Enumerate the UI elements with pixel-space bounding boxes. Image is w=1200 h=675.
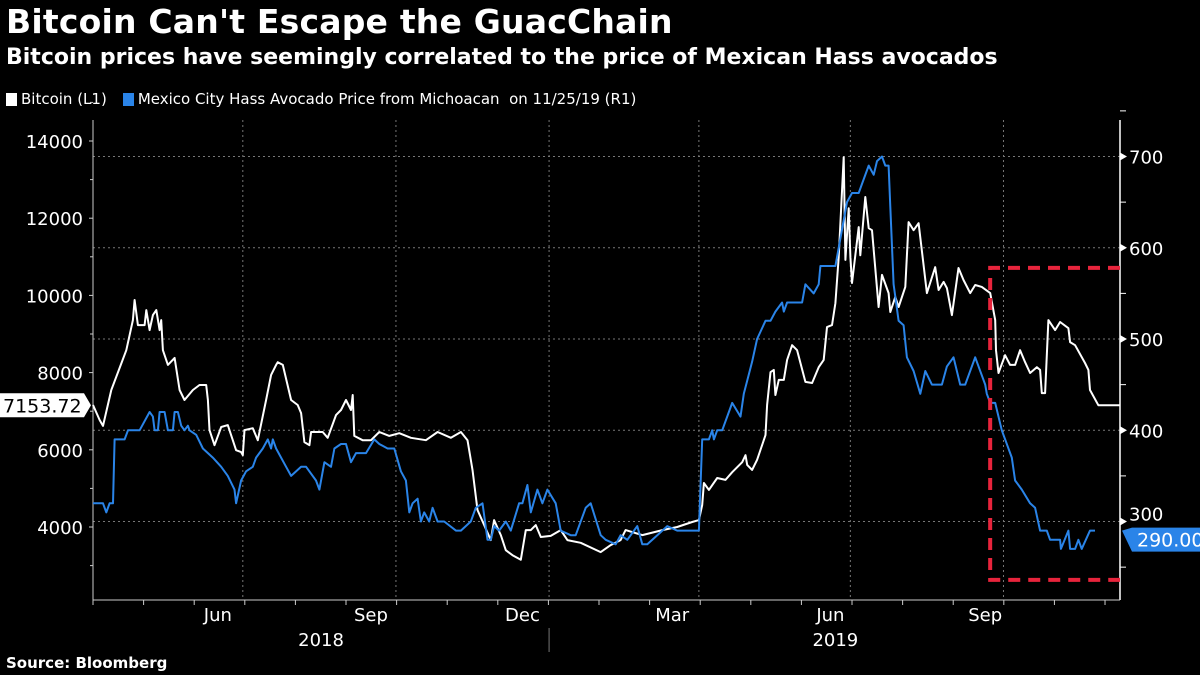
legend-item-bitcoin: Bitcoin (L1) bbox=[6, 90, 107, 108]
legend: Bitcoin (L1) Mexico City Hass Avocado Pr… bbox=[6, 90, 652, 108]
annotation-dashed-box bbox=[988, 265, 1120, 582]
x-tick-label: Jun bbox=[815, 605, 844, 626]
x-tick-label: Sep bbox=[968, 605, 1002, 626]
avocado-last-value-label: 290.00 bbox=[1137, 530, 1200, 552]
x-year-label: 2019 bbox=[812, 630, 858, 651]
right-tick-label: 300 bbox=[1129, 505, 1163, 526]
right-tick-arrow bbox=[1120, 517, 1127, 526]
left-tick-label: 10000 bbox=[26, 286, 83, 307]
x-tick-label: Mar bbox=[655, 605, 690, 626]
x-tick-label: Dec bbox=[505, 605, 540, 626]
chart-subtitle: Bitcoin prices have seemingly correlated… bbox=[6, 45, 998, 70]
avocado-line bbox=[93, 155, 1095, 550]
left-tick-label: 14000 bbox=[26, 132, 83, 153]
right-tick-label: 400 bbox=[1129, 421, 1163, 442]
left-tick-label: 4000 bbox=[37, 518, 83, 539]
bitcoin-last-value-badge bbox=[0, 393, 91, 418]
right-tick-label: 700 bbox=[1129, 148, 1163, 169]
right-tick-arrow bbox=[1120, 152, 1127, 161]
right-tick-label: 500 bbox=[1129, 330, 1163, 351]
right-tick-arrow bbox=[1120, 426, 1127, 435]
x-year-label: 2018 bbox=[298, 630, 344, 651]
avocado-last-value-badge bbox=[1122, 527, 1200, 552]
source-note: Source: Bloomberg bbox=[6, 654, 168, 672]
chart-title: Bitcoin Can't Escape the GuacChain bbox=[6, 2, 673, 41]
x-tick-label: Jun bbox=[203, 605, 232, 626]
x-tick-label: Sep bbox=[354, 605, 388, 626]
bitcoin-last-value-label: 7153.72 bbox=[3, 395, 82, 417]
legend-label-bitcoin: Bitcoin (L1) bbox=[21, 90, 107, 108]
legend-label-avocado: Mexico City Hass Avocado Price from Mich… bbox=[137, 90, 637, 108]
left-tick-label: 8000 bbox=[37, 364, 83, 385]
legend-swatch-bitcoin bbox=[6, 92, 17, 106]
right-tick-arrow bbox=[1120, 335, 1127, 344]
left-tick-label: 12000 bbox=[26, 209, 83, 230]
legend-swatch-avocado bbox=[122, 92, 134, 106]
legend-item-avocado: Mexico City Hass Avocado Price from Mich… bbox=[122, 90, 637, 108]
right-tick-arrow bbox=[1120, 243, 1127, 252]
left-tick-label: 6000 bbox=[37, 441, 83, 462]
bitcoin-line bbox=[92, 156, 1120, 561]
right-tick-label: 600 bbox=[1129, 239, 1163, 260]
